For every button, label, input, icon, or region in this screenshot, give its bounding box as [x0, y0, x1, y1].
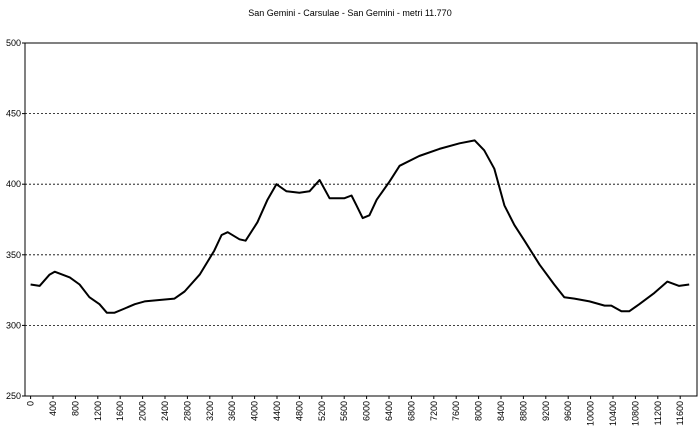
- y-tick-label: 450: [6, 109, 21, 119]
- x-tick-label: 800: [70, 401, 80, 416]
- x-tick-label: 400: [48, 401, 58, 416]
- x-tick-label: 6000: [362, 401, 372, 421]
- x-tick-label: 2800: [182, 401, 192, 421]
- x-tick-label: 1600: [115, 401, 125, 421]
- y-tick-label: 300: [6, 320, 21, 330]
- x-tick-label: 10800: [630, 401, 640, 426]
- line-series: [30, 139, 690, 314]
- x-tick-label: 2400: [160, 401, 170, 421]
- x-tick-label: 7600: [451, 401, 461, 421]
- y-tick-label: 250: [6, 391, 21, 401]
- chart-title: San Gemini - Carsulae - San Gemini - met…: [248, 8, 451, 18]
- x-tick-label: 7200: [429, 401, 439, 421]
- x-tick-label: 11200: [653, 401, 663, 425]
- x-tick-label: 5600: [339, 401, 349, 421]
- x-tick-label: 4400: [272, 401, 282, 421]
- x-tick-label: 9600: [563, 401, 573, 421]
- x-tick-label: 3200: [205, 401, 215, 421]
- x-tick-label: 4000: [250, 401, 260, 421]
- x-tick-label: 9200: [541, 401, 551, 421]
- y-tick-label: 500: [6, 38, 21, 48]
- x-tick-label: 11600: [675, 401, 685, 425]
- x-tick-label: 10400: [608, 401, 618, 426]
- x-tick-label: 8000: [474, 401, 484, 421]
- x-tick-label: 8800: [518, 401, 528, 421]
- x-tick-label: 1200: [93, 401, 103, 421]
- plot-frame: [24, 42, 698, 397]
- y-tick-label: 350: [6, 250, 21, 260]
- y-tick-label: 400: [6, 179, 21, 189]
- x-tick-label: 4800: [294, 401, 304, 421]
- x-tick-label: 8400: [496, 401, 506, 421]
- x-tick-label: 6800: [406, 401, 416, 421]
- x-tick-label: 2000: [138, 401, 148, 421]
- x-tick-label: 3600: [227, 401, 237, 421]
- x-tick-label: 0: [26, 401, 36, 406]
- x-tick-label: 5200: [317, 401, 327, 421]
- x-tick-label: 6400: [384, 401, 394, 421]
- x-tick-label: 10000: [586, 401, 596, 426]
